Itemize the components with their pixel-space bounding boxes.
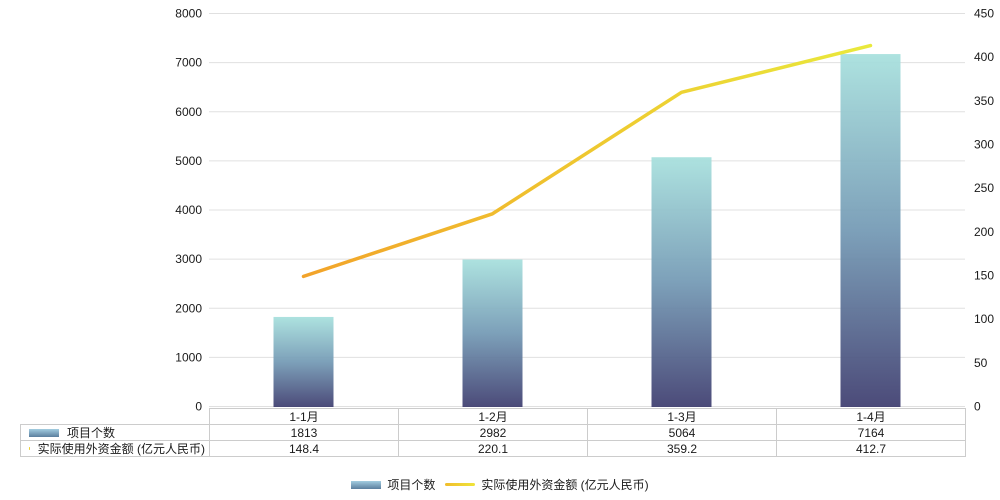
category-header-cell: 1-3月	[587, 408, 777, 425]
right-axis-tick-label: 350	[974, 94, 994, 108]
right-axis-tick-label: 400	[974, 50, 994, 64]
value-cell: 148.4	[209, 440, 399, 457]
category-header-cell: 1-2月	[398, 408, 588, 425]
bar	[840, 54, 901, 407]
left-axis-tick-label: 1000	[175, 350, 202, 364]
trend-line	[301, 43, 873, 279]
value-cell: 220.1	[398, 440, 588, 457]
table-row: 项目个数 1813 2982 5064 7164	[20, 424, 966, 441]
chart-legend: 项目个数 实际使用外资金额 (亿元人民币)	[0, 476, 1000, 493]
bar-series-swatch-icon	[351, 480, 382, 489]
value-cell: 2982	[398, 424, 588, 441]
left-axis-tick-label: 4000	[175, 203, 202, 217]
table-row: 实际使用外资金额 (亿元人民币) 148.4 220.1 359.2 412.7	[20, 440, 966, 457]
legend-item-foreign-capital[interactable]: 实际使用外资金额 (亿元人民币)	[445, 476, 649, 493]
chart-data-table: 1-1月 1-2月 1-3月 1-4月 项目个数 1813 2982 5064 7164 实际使用…	[20, 408, 966, 457]
series-label-cell: 实际使用外资金额 (亿元人民币)	[20, 440, 210, 457]
right-axis-tick-label: 250	[974, 181, 994, 195]
left-axis-tick-label: 5000	[175, 154, 202, 168]
value-cell: 1813	[209, 424, 399, 441]
legend-item-projects[interactable]: 项目个数	[351, 476, 435, 493]
plot-area: 0 1000 2000 3000 4000 5000 6000 7000 8000 0 50 100 1…	[175, 7, 994, 414]
right-axis-tick-label: 150	[974, 269, 994, 283]
bar	[462, 259, 523, 407]
left-axis-tick-label: 6000	[175, 105, 202, 119]
category-header-cell: 1-1月	[209, 408, 399, 425]
series-label-cell: 项目个数	[20, 424, 210, 441]
left-axis-tick-label: 7000	[175, 56, 202, 70]
line-series-swatch-icon	[29, 447, 30, 450]
right-axis-tick-label: 0	[974, 400, 981, 414]
series-label: 实际使用外资金额 (亿元人民币)	[37, 441, 205, 456]
value-cell: 5064	[587, 424, 777, 441]
left-axis-tick-label: 3000	[175, 252, 202, 266]
bar	[273, 316, 334, 407]
line-series-swatch-icon	[445, 483, 476, 486]
right-axis-tick-label: 300	[974, 138, 994, 152]
bar	[651, 157, 712, 407]
table-header-row: 1-1月 1-2月 1-3月 1-4月	[21, 408, 966, 425]
left-axis-tick-label: 2000	[175, 301, 202, 315]
right-axis-tick-label: 450	[974, 7, 994, 21]
value-cell: 412.7	[776, 440, 966, 457]
value-cell: 359.2	[587, 440, 777, 457]
table-corner-spacer	[21, 409, 210, 425]
bar-series-swatch-icon	[29, 428, 59, 437]
right-axis-tick-label: 50	[974, 356, 988, 370]
right-axis-tick-label: 100	[974, 312, 994, 326]
left-axis-tick-label: 0	[195, 400, 202, 414]
legend-label: 实际使用外资金额 (亿元人民币)	[481, 478, 649, 492]
right-axis-tick-label: 200	[974, 225, 994, 239]
legend-label: 项目个数	[387, 478, 436, 492]
category-header-cell: 1-4月	[776, 408, 966, 425]
value-cell: 7164	[776, 424, 966, 441]
series-label: 项目个数	[67, 425, 116, 440]
left-axis-tick-label: 8000	[175, 7, 202, 21]
